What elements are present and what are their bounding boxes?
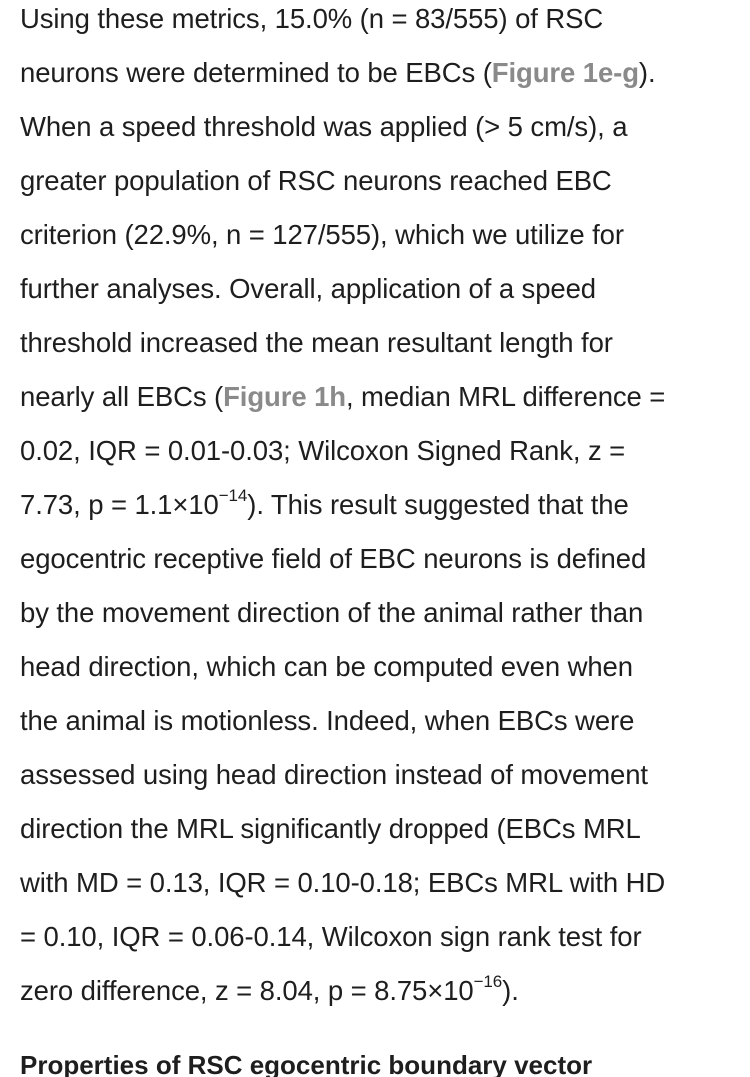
text-line: neurons were determined to be EBCs (Figu… bbox=[20, 54, 740, 108]
text-run: head direction, which can be computed ev… bbox=[20, 651, 633, 682]
text-line: = 0.10, IQR = 0.06-0.14, Wilcoxon sign r… bbox=[20, 918, 740, 972]
text-run: with MD = 0.13, IQR = 0.10-0.18; EBCs MR… bbox=[20, 867, 666, 898]
text-run: = 0.10, IQR = 0.06-0.14, Wilcoxon sign r… bbox=[20, 921, 642, 952]
exponent: −16 bbox=[473, 971, 503, 991]
text-line: head direction, which can be computed ev… bbox=[20, 648, 740, 702]
text-line: When a speed threshold was applied (> 5 … bbox=[20, 108, 740, 162]
text-line: the animal is motionless. Indeed, when E… bbox=[20, 702, 740, 756]
text-run: zero difference, z = 8.04, p = 8.75×10 bbox=[20, 975, 474, 1006]
text-line: egocentric receptive field of EBC neuron… bbox=[20, 540, 740, 594]
text-run: assessed using head direction instead of… bbox=[20, 759, 648, 790]
text-run: 0.02, IQR = 0.01-0.03; Wilcoxon Signed R… bbox=[20, 435, 626, 466]
text-run: , median MRL difference = bbox=[345, 381, 666, 412]
figure-1h-link[interactable]: Figure 1h bbox=[223, 381, 346, 412]
exponent: −14 bbox=[218, 485, 248, 505]
text-run: greater population of RSC neurons reache… bbox=[20, 165, 612, 196]
section-heading: Properties of RSC egocentric boundary ve… bbox=[20, 1050, 593, 1077]
text-line: nearly all EBCs (Figure 1h, median MRL d… bbox=[20, 378, 740, 432]
text-run: egocentric receptive field of EBC neuron… bbox=[20, 543, 647, 574]
text-line: greater population of RSC neurons reache… bbox=[20, 162, 740, 216]
text-run: ). This result suggested that the bbox=[247, 489, 629, 520]
text-run: 7.73, p = 1.1×10 bbox=[20, 489, 219, 520]
text-line: criterion (22.9%, n = 127/555), which we… bbox=[20, 216, 740, 270]
text-run: by the movement direction of the animal … bbox=[20, 597, 644, 628]
text-run: direction the MRL significantly dropped … bbox=[20, 813, 641, 844]
text-line: direction the MRL significantly dropped … bbox=[20, 810, 740, 864]
figure-1e-g-link[interactable]: Figure 1e-g bbox=[491, 57, 639, 88]
text-line: threshold increased the mean resultant l… bbox=[20, 324, 740, 378]
text-line: 7.73, p = 1.1×10−14). This result sugges… bbox=[20, 486, 740, 540]
text-run: the animal is motionless. Indeed, when E… bbox=[20, 705, 635, 736]
text-run: criterion (22.9%, n = 127/555), which we… bbox=[20, 219, 624, 250]
body-paragraph: Using these metrics, 15.0% (n = 83/555) … bbox=[20, 0, 740, 1026]
text-line: by the movement direction of the animal … bbox=[20, 594, 740, 648]
text-line: zero difference, z = 8.04, p = 8.75×10−1… bbox=[20, 972, 740, 1026]
text-line: assessed using head direction instead of… bbox=[20, 756, 740, 810]
text-run: ). bbox=[638, 57, 656, 88]
text-line: Using these metrics, 15.0% (n = 83/555) … bbox=[20, 0, 740, 54]
text-line: with MD = 0.13, IQR = 0.10-0.18; EBCs MR… bbox=[20, 864, 740, 918]
text-run: neurons were determined to be EBCs ( bbox=[20, 57, 492, 88]
text-run: Using these metrics, 15.0% (n = 83/555) … bbox=[20, 3, 604, 34]
text-run: ). bbox=[502, 975, 519, 1006]
text-run: When a speed threshold was applied (> 5 … bbox=[20, 111, 628, 142]
text-run: further analyses. Overall, application o… bbox=[20, 273, 596, 304]
text-line: further analyses. Overall, application o… bbox=[20, 270, 740, 324]
text-run: nearly all EBCs ( bbox=[20, 381, 224, 412]
text-run: threshold increased the mean resultant l… bbox=[20, 327, 613, 358]
text-line: 0.02, IQR = 0.01-0.03; Wilcoxon Signed R… bbox=[20, 432, 740, 486]
